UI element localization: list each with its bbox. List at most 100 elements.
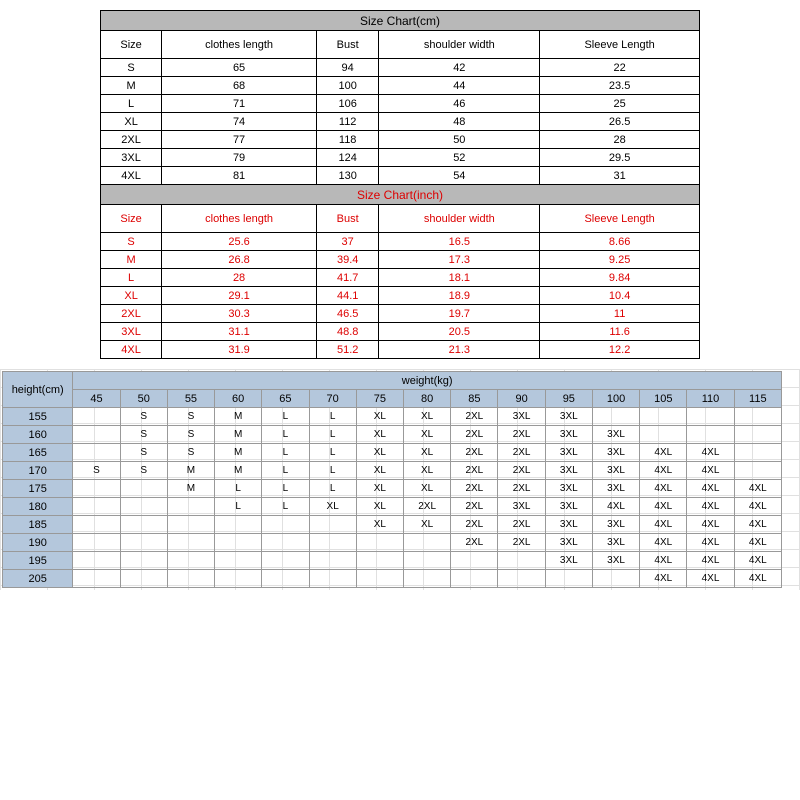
table-row: 4XL811305431 <box>101 167 700 185</box>
weight-header-cell: 85 <box>451 390 498 408</box>
cell: 2XL <box>451 498 498 516</box>
cell: 26.5 <box>540 113 700 131</box>
cell: 65 <box>162 59 317 77</box>
weight-header-cell: 55 <box>167 390 214 408</box>
cell <box>73 516 120 534</box>
cell: 31.1 <box>162 323 317 341</box>
cell <box>215 534 262 552</box>
cell: 2XL <box>451 426 498 444</box>
cell: 3XL <box>592 444 639 462</box>
cell: 50 <box>379 131 540 149</box>
cell: 118 <box>316 131 378 149</box>
cell: XL <box>404 426 451 444</box>
table-row: S65944222 <box>101 59 700 77</box>
cell: 44.1 <box>316 287 378 305</box>
col-sleeve-in: Sleeve Length <box>540 205 700 233</box>
height-label: height(cm) <box>3 372 73 408</box>
table-row: L2841.718.19.84 <box>101 269 700 287</box>
cell: 48 <box>379 113 540 131</box>
cell: 11.6 <box>540 323 700 341</box>
cell <box>73 444 120 462</box>
table-row: 170SSMMLLXLXL2XL2XL3XL3XL4XL4XL <box>3 462 782 480</box>
cell <box>73 534 120 552</box>
cell: 2XL <box>451 444 498 462</box>
height-cell: 205 <box>3 570 73 588</box>
cell <box>167 570 214 588</box>
weight-header-cell: 65 <box>262 390 309 408</box>
cell <box>309 570 356 588</box>
weight-header-cell: 105 <box>640 390 687 408</box>
cell: L <box>262 426 309 444</box>
cell: 12.2 <box>540 341 700 359</box>
cell: 2XL <box>498 534 545 552</box>
weight-header-cell: 80 <box>404 390 451 408</box>
cell: M <box>101 77 162 95</box>
cell: 112 <box>316 113 378 131</box>
cell: L <box>262 462 309 480</box>
weight-header-cell: 90 <box>498 390 545 408</box>
cell: 79 <box>162 149 317 167</box>
cell: XL <box>404 462 451 480</box>
table-row: 2XL30.346.519.711 <box>101 305 700 323</box>
cell <box>687 408 734 426</box>
cell: M <box>215 408 262 426</box>
cell <box>120 480 167 498</box>
cell <box>73 570 120 588</box>
cell <box>73 480 120 498</box>
cell: 2XL <box>451 534 498 552</box>
cell: 46.5 <box>316 305 378 323</box>
cell <box>687 426 734 444</box>
cell: 71 <box>162 95 317 113</box>
col-shoulder-in: shoulder width <box>379 205 540 233</box>
cell: XL <box>404 516 451 534</box>
cell: 3XL <box>592 480 639 498</box>
cell <box>356 570 403 588</box>
cell <box>734 444 781 462</box>
table-row: XL29.144.118.910.4 <box>101 287 700 305</box>
cell: 2XL <box>451 408 498 426</box>
cell <box>592 408 639 426</box>
weight-label: weight(kg) <box>73 372 782 390</box>
table-row: 165SSMLLXLXL2XL2XL3XL3XL4XL4XL <box>3 444 782 462</box>
cell <box>262 552 309 570</box>
cell: S <box>120 462 167 480</box>
cell: 4XL <box>640 552 687 570</box>
cell: 3XL <box>592 516 639 534</box>
cell <box>215 552 262 570</box>
cell <box>404 552 451 570</box>
cell <box>640 426 687 444</box>
cell: XL <box>356 426 403 444</box>
size-chart-cm: Size Chart(cm) Size clothes length Bust … <box>100 10 700 359</box>
cell: S <box>167 408 214 426</box>
cell: 74 <box>162 113 317 131</box>
cell <box>498 552 545 570</box>
table-row: 2054XL4XL4XL <box>3 570 782 588</box>
cell: 4XL <box>734 516 781 534</box>
cell: 9.84 <box>540 269 700 287</box>
cell <box>167 552 214 570</box>
cell: L <box>262 498 309 516</box>
cell: 2XL <box>451 462 498 480</box>
cell: L <box>309 462 356 480</box>
cell: 4XL <box>640 498 687 516</box>
cell <box>309 516 356 534</box>
cell: XL <box>356 444 403 462</box>
cell: 4XL <box>101 341 162 359</box>
cell: 3XL <box>545 444 592 462</box>
cell <box>120 552 167 570</box>
cell: XL <box>101 113 162 131</box>
cell: S <box>120 408 167 426</box>
cell: 3XL <box>545 534 592 552</box>
cell <box>545 570 592 588</box>
cell: 4XL <box>592 498 639 516</box>
cell: 41.7 <box>316 269 378 287</box>
cell: L <box>262 408 309 426</box>
cell: 29.5 <box>540 149 700 167</box>
weight-header-cell: 100 <box>592 390 639 408</box>
cell: 4XL <box>687 462 734 480</box>
cell: 2XL <box>101 305 162 323</box>
cell: 100 <box>316 77 378 95</box>
cell: M <box>215 444 262 462</box>
weight-header-cell: 95 <box>545 390 592 408</box>
cell: 2XL <box>498 480 545 498</box>
